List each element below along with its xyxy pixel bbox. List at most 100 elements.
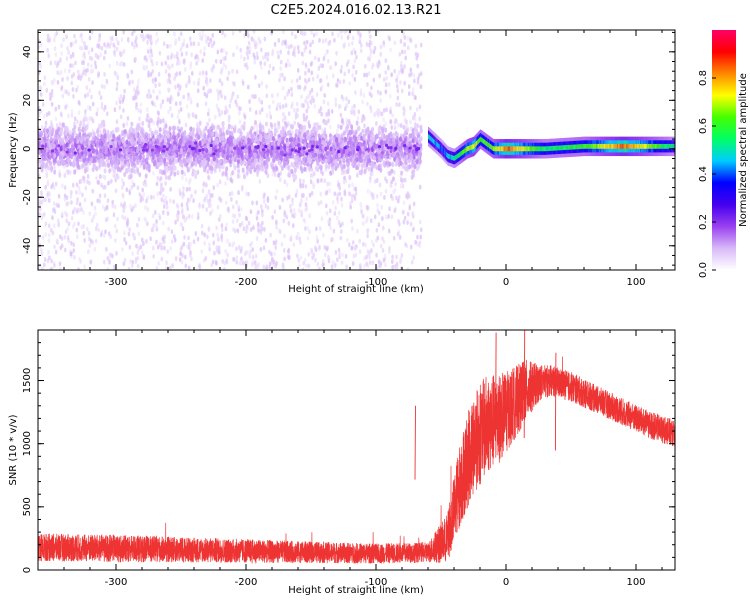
spectrogram-noise-cell — [398, 140, 402, 147]
spectrogram-speckle — [348, 81, 351, 86]
spectrogram-speckle — [98, 37, 101, 43]
spectrogram-speckle — [343, 42, 346, 48]
spectrogram-speckle — [307, 263, 311, 269]
spectrogram-speckle — [50, 258, 53, 264]
spectrogram-noise-cell — [241, 167, 245, 173]
spectrogram-speckle — [95, 175, 98, 181]
spectrogram-speckle — [162, 41, 166, 47]
spectrogram-speckle — [276, 102, 280, 108]
spectrogram-speckle — [302, 103, 305, 109]
spectrogram-speckle — [115, 119, 119, 125]
spectrogram-speckle — [38, 263, 41, 269]
spectrogram-speckle — [149, 48, 153, 54]
spectrogram-speckle — [131, 31, 134, 37]
spectrogram-noise-cell — [386, 160, 390, 166]
spectrogram-speckle — [223, 95, 227, 101]
spectrogram-noise-cell — [208, 129, 212, 135]
spectrogram-noise-cell — [250, 125, 254, 132]
spectrogram-speckle — [313, 245, 317, 251]
spectrogram-speckle — [76, 197, 79, 202]
spectrogram-speckle — [402, 42, 406, 47]
spectrogram-speckle — [378, 182, 382, 188]
spectrogram-speckle — [206, 111, 210, 117]
spectrogram-speckle — [250, 240, 254, 246]
spectrogram-speckle — [351, 226, 354, 231]
spectrogram-speckle — [124, 240, 128, 246]
spectrogram-speckle — [344, 106, 347, 112]
spectrogram-speckle — [69, 130, 72, 135]
spectrogram-speckle — [305, 263, 308, 269]
spectrogram-speckle — [157, 260, 160, 266]
spectrogram-noise-cell — [286, 141, 290, 147]
spectrogram-speckle — [157, 71, 161, 77]
spectrogram-speckle — [248, 45, 252, 51]
spectrogram-speckle — [265, 93, 269, 99]
spectrogram-speckle — [197, 81, 200, 87]
spectrogram-speckle — [350, 50, 354, 56]
spectrogram-speckle — [144, 182, 148, 188]
spectrogram-speckle — [272, 66, 275, 71]
spectrogram-speckle — [135, 102, 138, 107]
spectrogram-speckle — [317, 267, 321, 270]
spectrogram-noise-cell — [355, 156, 359, 163]
spectrogram-speckle — [115, 72, 118, 77]
spectrogram-speckle — [406, 267, 410, 270]
spectrogram-speckle — [145, 218, 148, 224]
spectrogram-speckle — [231, 30, 235, 36]
spectrogram-speckle — [317, 57, 321, 63]
spectrogram-speckle — [326, 49, 329, 55]
spectrogram-speckle — [213, 250, 216, 256]
spectrogram-speckle — [98, 32, 102, 38]
spectrogram-speckle — [218, 78, 222, 84]
spectrogram-speckle — [368, 260, 372, 265]
spectrogram-speckle — [299, 255, 303, 261]
spectrogram-speckle — [310, 30, 313, 35]
spectrogram-speckle — [64, 229, 68, 235]
spectrogram-speckle — [364, 242, 367, 248]
spectrogram-speckle — [127, 231, 131, 237]
spectrogram-speckle — [322, 56, 326, 61]
spectrogram-speckle — [44, 221, 48, 227]
spectrogram-speckle — [335, 128, 339, 134]
spectrogram-speckle — [401, 49, 404, 55]
spectrogram-speckle — [206, 234, 209, 240]
spectrogram-speckle — [335, 257, 339, 263]
spectrogram-speckle — [369, 190, 373, 196]
spectrogram-speckle — [183, 234, 186, 240]
spectrogram-speckle — [44, 120, 48, 126]
spectrogram-speckle — [88, 180, 91, 186]
spectrogram-speckle — [266, 205, 270, 211]
spectrogram-speckle — [88, 236, 91, 242]
spectrogram-speckle — [370, 93, 373, 98]
spectrogram-speckle — [88, 116, 92, 121]
spectrogram-speckle — [255, 236, 259, 241]
spectrogram-speckle — [90, 30, 94, 35]
spectrogram-speckle — [224, 249, 227, 254]
spectrogram-speckle — [241, 80, 245, 86]
spectrogram-noise-cell — [84, 116, 88, 122]
spectrogram-speckle — [203, 240, 206, 246]
spectrogram-speckle — [190, 193, 193, 199]
spectrogram-speckle — [291, 201, 294, 206]
spectrogram-speckle — [326, 58, 330, 64]
spectrogram-speckle — [281, 262, 285, 268]
spectrogram-speckle — [277, 37, 281, 43]
spectrogram-speckle — [152, 88, 155, 94]
spectrogram-noise-cell — [253, 120, 257, 126]
spectrogram-speckle — [188, 245, 191, 251]
spectrogram-speckle — [351, 182, 354, 188]
spectrogram-speckle — [401, 183, 405, 189]
spectrogram-speckle — [176, 56, 180, 62]
spectrogram-speckle — [151, 213, 155, 219]
spectrogram-speckle — [247, 191, 250, 197]
spectrogram-speckle — [103, 72, 106, 77]
spectrogram-speckle — [371, 171, 374, 177]
spectrogram-speckle — [41, 235, 45, 240]
spectrogram-speckle — [243, 56, 246, 62]
spectrogram-speckle — [404, 241, 407, 247]
spectrogram-speckle — [259, 65, 263, 70]
spectrogram-speckle — [337, 210, 341, 216]
spectrogram-speckle — [292, 242, 296, 248]
spectrogram-speckle — [377, 222, 381, 228]
spectrogram-speckle — [261, 55, 265, 61]
